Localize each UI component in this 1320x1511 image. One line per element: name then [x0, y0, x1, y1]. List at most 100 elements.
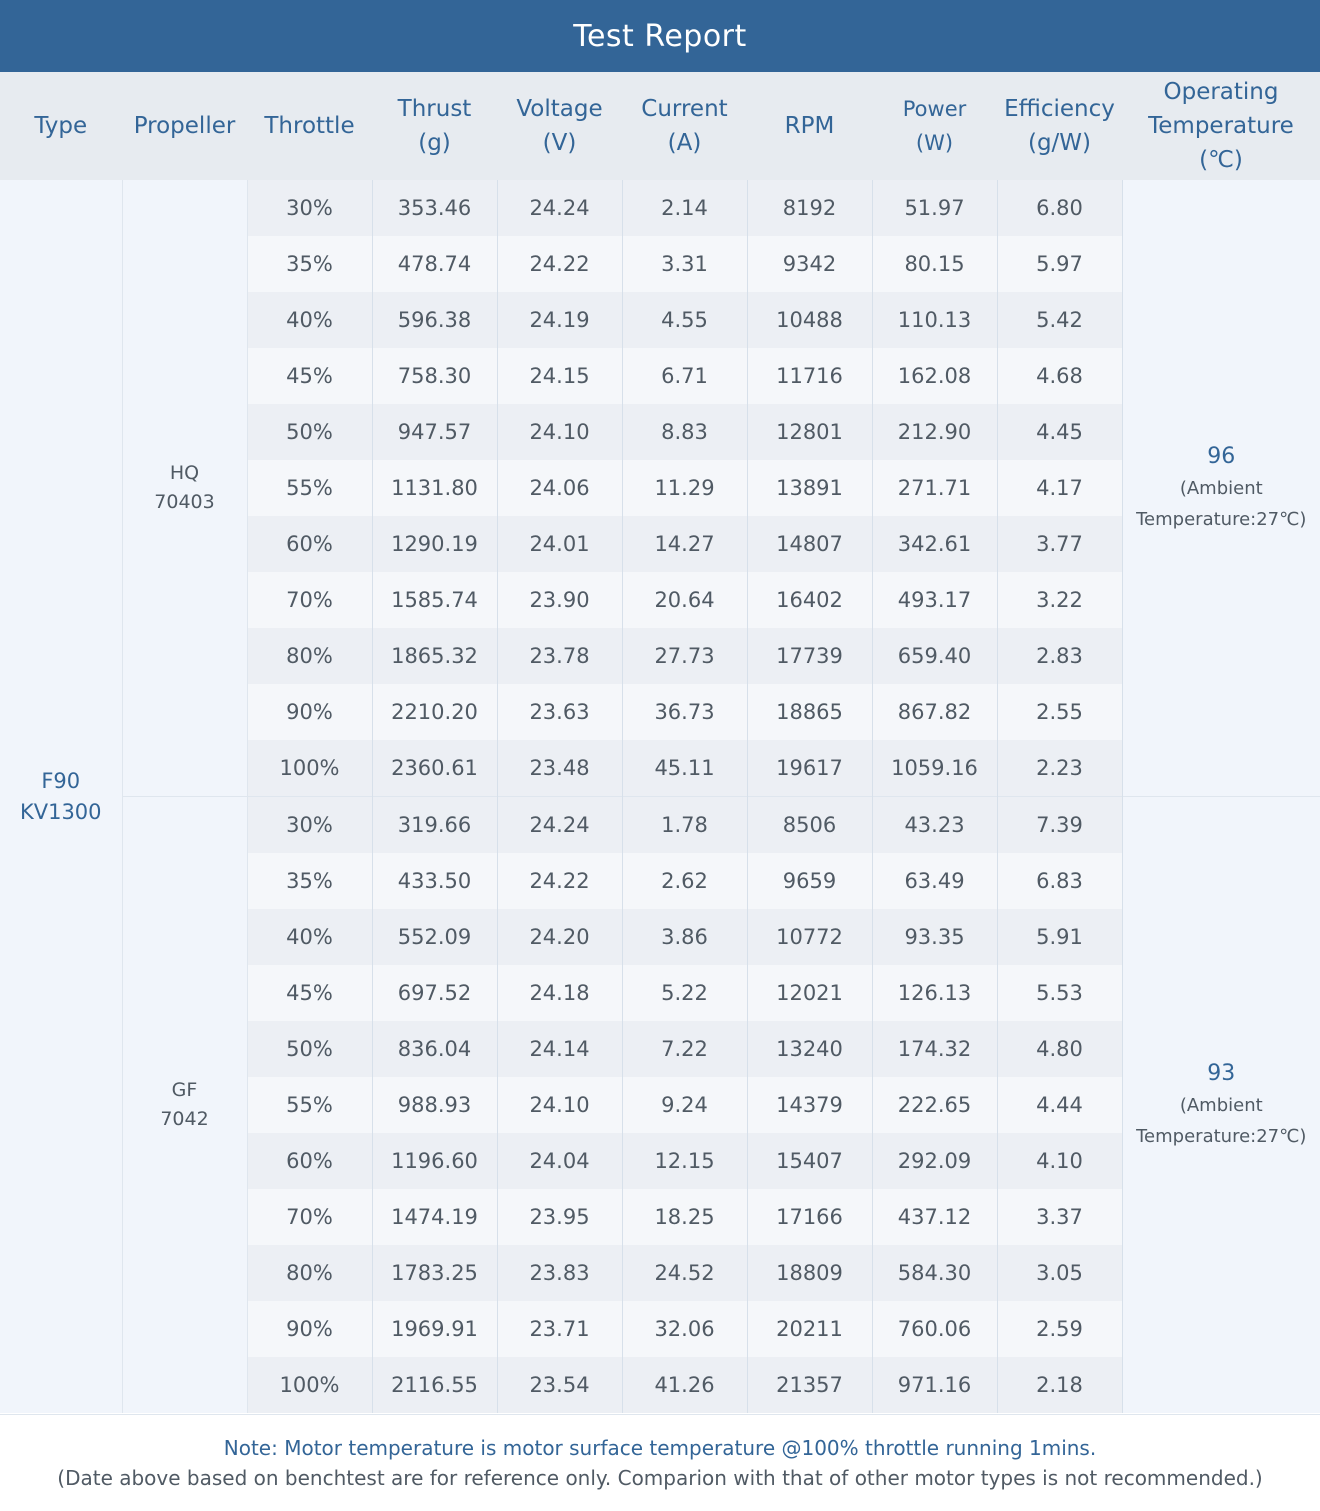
thrust-cell: 596.38	[372, 292, 498, 348]
power-cell: 437.12	[872, 1189, 998, 1245]
current-cell: 7.22	[622, 1021, 748, 1077]
table-row: 100% 2360.61 23.48 45.11 19617 1059.16 2.23	[0, 740, 1320, 797]
table-row: 35% 433.50 24.22 2.62 9659 63.49 6.83	[0, 853, 1320, 909]
voltage-cell: 23.78	[497, 628, 623, 684]
throttle-cell: 35%	[247, 236, 373, 292]
voltage-cell: 24.20	[497, 909, 623, 965]
throttle-cell: 35%	[247, 853, 373, 909]
table-row: 80% 1865.32 23.78 27.73 17739 659.40 2.83	[0, 628, 1320, 684]
efficiency-cell: 4.44	[997, 1077, 1123, 1133]
table-row: 90% 2210.20 23.63 36.73 18865 867.82 2.55	[0, 684, 1320, 740]
efficiency-cell: 3.22	[997, 572, 1123, 628]
power-cell: 43.23	[872, 796, 998, 853]
power-cell: 63.49	[872, 853, 998, 909]
rpm-cell: 16402	[747, 572, 873, 628]
header-power: Power (W)	[872, 72, 998, 180]
report-title: Test Report	[573, 18, 747, 54]
current-cell: 2.14	[622, 180, 748, 236]
efficiency-cell: 7.39	[997, 796, 1123, 853]
thrust-cell: 836.04	[372, 1021, 498, 1077]
rpm-cell: 14807	[747, 516, 873, 572]
footnote-line-2: (Date above based on benchtest are for r…	[57, 1466, 1263, 1490]
table-row: 100% 2116.55 23.54 41.26 21357 971.16 2.18	[0, 1357, 1320, 1413]
thrust-cell: 433.50	[372, 853, 498, 909]
current-cell: 8.83	[622, 404, 748, 460]
thrust-cell: 1290.19	[372, 516, 498, 572]
thrust-cell: 947.57	[372, 404, 498, 460]
current-cell: 3.86	[622, 909, 748, 965]
current-cell: 1.78	[622, 796, 748, 853]
power-cell: 584.30	[872, 1245, 998, 1301]
power-cell: 292.09	[872, 1133, 998, 1189]
voltage-cell: 23.83	[497, 1245, 623, 1301]
table-body: F90 KV1300 HQ 70403 30% 353.46 24.24 2.14 8192 51…	[0, 180, 1320, 1413]
table-row: 80% 1783.25 23.83 24.52 18809 584.30 3.05	[0, 1245, 1320, 1301]
throttle-cell: 55%	[247, 460, 373, 516]
thrust-cell: 988.93	[372, 1077, 498, 1133]
header-throttle: Throttle	[247, 72, 373, 180]
efficiency-cell: 2.83	[997, 628, 1123, 684]
voltage-cell: 24.14	[497, 1021, 623, 1077]
propeller-model: 70403	[154, 491, 215, 513]
ambient-label: (Ambient	[1179, 478, 1263, 499]
efficiency-cell: 4.17	[997, 460, 1123, 516]
table-row: 40% 596.38 24.19 4.55 10488 110.13 5.42	[0, 292, 1320, 348]
throttle-cell: 80%	[247, 628, 373, 684]
propeller-brand: GF	[171, 1079, 198, 1101]
efficiency-cell: 4.10	[997, 1133, 1123, 1189]
throttle-cell: 40%	[247, 292, 373, 348]
throttle-cell: 70%	[247, 572, 373, 628]
thrust-cell: 478.74	[372, 236, 498, 292]
table-row: F90 KV1300 HQ 70403 30% 353.46 24.24 2.14 8192 51…	[0, 180, 1320, 1413]
efficiency-cell: 3.37	[997, 1189, 1123, 1245]
efficiency-cell: 5.42	[997, 292, 1123, 348]
power-cell: 126.13	[872, 965, 998, 1021]
rpm-cell: 21357	[747, 1357, 873, 1413]
voltage-cell: 24.24	[497, 180, 623, 236]
header-temperature: Operating Temperature (℃)	[1122, 72, 1320, 180]
voltage-cell: 23.95	[497, 1189, 623, 1245]
voltage-cell: 24.22	[497, 236, 623, 292]
thrust-cell: 1196.60	[372, 1133, 498, 1189]
power-cell: 971.16	[872, 1357, 998, 1413]
footnote: Note: Motor temperature is motor surface…	[0, 1414, 1320, 1511]
rpm-cell: 12801	[747, 404, 873, 460]
current-cell: 6.71	[622, 348, 748, 404]
throttle-cell: 45%	[247, 965, 373, 1021]
header-thrust: Thrust (g)	[372, 72, 498, 180]
throttle-cell: 30%	[247, 796, 373, 853]
table-row: 60% 1196.60 24.04 12.15 15407 292.09 4.10	[0, 1133, 1320, 1189]
efficiency-cell: 2.59	[997, 1301, 1123, 1357]
power-cell: 1059.16	[872, 740, 998, 797]
current-cell: 9.24	[622, 1077, 748, 1133]
thrust-cell: 1865.32	[372, 628, 498, 684]
header-propeller: Propeller	[122, 72, 248, 180]
power-cell: 271.71	[872, 460, 998, 516]
rpm-cell: 13891	[747, 460, 873, 516]
rpm-cell: 18865	[747, 684, 873, 740]
efficiency-cell: 4.80	[997, 1021, 1123, 1077]
voltage-cell: 24.06	[497, 460, 623, 516]
efficiency-cell: 4.68	[997, 348, 1123, 404]
thrust-cell: 758.30	[372, 348, 498, 404]
power-cell: 110.13	[872, 292, 998, 348]
table-row: 50% 836.04 24.14 7.22 13240 174.32 4.80	[0, 1021, 1320, 1077]
efficiency-cell: 2.18	[997, 1357, 1123, 1413]
header-efficiency: Efficiency (g/W)	[997, 72, 1123, 180]
power-cell: 493.17	[872, 572, 998, 628]
table-row: 55% 1131.80 24.06 11.29 13891 271.71 4.17	[0, 460, 1320, 516]
voltage-cell: 24.18	[497, 965, 623, 1021]
throttle-cell: 100%	[247, 740, 373, 797]
rpm-cell: 15407	[747, 1133, 873, 1189]
throttle-cell: 100%	[247, 1357, 373, 1413]
thrust-cell: 1131.80	[372, 460, 498, 516]
efficiency-cell: 2.55	[997, 684, 1123, 740]
propeller-cell: GF 7042	[122, 796, 248, 1413]
current-cell: 2.62	[622, 853, 748, 909]
voltage-cell: 24.01	[497, 516, 623, 572]
table-row: 50% 947.57 24.10 8.83 12801 212.90 4.45	[0, 404, 1320, 460]
efficiency-cell: 3.77	[997, 516, 1123, 572]
power-cell: 212.90	[872, 404, 998, 460]
voltage-cell: 24.04	[497, 1133, 623, 1189]
power-cell: 80.15	[872, 236, 998, 292]
